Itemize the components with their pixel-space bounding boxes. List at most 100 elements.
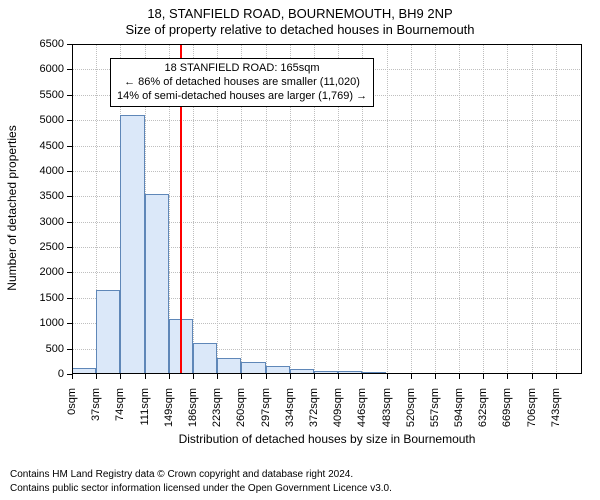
y-tick-label: 4500 [24, 140, 64, 152]
gridline-v [411, 44, 412, 374]
x-tick-label: 372sqm [308, 388, 320, 438]
histogram-bar [120, 115, 144, 374]
y-tick-mark [67, 196, 72, 197]
x-tick-label: 446sqm [356, 388, 368, 438]
histogram-bar [266, 366, 290, 374]
gridline-h [72, 146, 582, 147]
histogram-bar [338, 371, 362, 374]
x-tick-mark [556, 374, 557, 379]
y-tick-mark [67, 272, 72, 273]
x-tick-label: 223sqm [211, 388, 223, 438]
x-tick-label: 334sqm [284, 388, 296, 438]
chart-title-main: 18, STANFIELD ROAD, BOURNEMOUTH, BH9 2NP [0, 6, 600, 21]
y-axis-label: Number of detached properties [5, 108, 19, 308]
histogram-bar [193, 343, 217, 374]
y-tick-label: 2500 [24, 241, 64, 253]
info-box-line3: 14% of semi-detached houses are larger (… [117, 90, 367, 104]
gridline-h [72, 120, 582, 121]
x-tick-label: 557sqm [429, 388, 441, 438]
y-tick-label: 5000 [24, 114, 64, 126]
y-tick-mark [67, 349, 72, 350]
x-tick-label: 594sqm [453, 388, 465, 438]
x-tick-mark [290, 374, 291, 379]
y-tick-label: 0 [24, 368, 64, 380]
x-tick-mark [362, 374, 363, 379]
x-tick-label: 706sqm [526, 388, 538, 438]
x-tick-label: 111sqm [139, 388, 151, 438]
x-tick-label: 520sqm [405, 388, 417, 438]
y-tick-label: 1000 [24, 317, 64, 329]
histogram-bar [72, 368, 96, 374]
x-tick-label: 186sqm [187, 388, 199, 438]
histogram-bar [145, 194, 169, 374]
x-tick-mark [169, 374, 170, 379]
x-tick-mark [411, 374, 412, 379]
y-tick-label: 4000 [24, 165, 64, 177]
info-box-line1: 18 STANFIELD ROAD: 165sqm [117, 62, 367, 76]
y-tick-label: 6000 [24, 63, 64, 75]
y-tick-mark [67, 120, 72, 121]
y-tick-mark [67, 146, 72, 147]
gridline-v [459, 44, 460, 374]
x-tick-mark [241, 374, 242, 379]
x-tick-mark [459, 374, 460, 379]
x-tick-label: 74sqm [114, 388, 126, 438]
y-tick-label: 2000 [24, 266, 64, 278]
y-tick-label: 5500 [24, 89, 64, 101]
x-tick-label: 0sqm [66, 388, 78, 438]
x-tick-mark [72, 374, 73, 379]
x-tick-mark [532, 374, 533, 379]
y-tick-mark [67, 95, 72, 96]
gridline-h [72, 171, 582, 172]
gridline-v [507, 44, 508, 374]
gridline-v [556, 44, 557, 374]
chart-container: { "title_main": "18, STANFIELD ROAD, BOU… [0, 0, 600, 500]
y-tick-label: 3500 [24, 190, 64, 202]
histogram-bar [314, 371, 338, 374]
x-tick-mark [193, 374, 194, 379]
histogram-bar [362, 372, 386, 374]
chart-title-sub: Size of property relative to detached ho… [0, 22, 600, 37]
x-tick-mark [145, 374, 146, 379]
x-tick-label: 669sqm [501, 388, 513, 438]
histogram-bar [241, 362, 265, 374]
y-tick-mark [67, 222, 72, 223]
x-tick-label: 483sqm [381, 388, 393, 438]
x-tick-mark [507, 374, 508, 379]
gridline-v [435, 44, 436, 374]
y-tick-label: 3000 [24, 216, 64, 228]
x-tick-mark [217, 374, 218, 379]
y-tick-mark [67, 69, 72, 70]
x-tick-mark [338, 374, 339, 379]
x-tick-label: 409sqm [332, 388, 344, 438]
x-tick-mark [266, 374, 267, 379]
y-tick-label: 6500 [24, 38, 64, 50]
x-tick-label: 149sqm [163, 388, 175, 438]
x-tick-mark [314, 374, 315, 379]
histogram-bar [96, 290, 120, 374]
y-tick-label: 500 [24, 343, 64, 355]
y-tick-mark [67, 323, 72, 324]
y-tick-label: 1500 [24, 292, 64, 304]
y-tick-mark [67, 247, 72, 248]
x-tick-mark [120, 374, 121, 379]
x-tick-label: 37sqm [90, 388, 102, 438]
x-tick-label: 297sqm [260, 388, 272, 438]
x-tick-mark [96, 374, 97, 379]
info-box-line2: ← 86% of detached houses are smaller (11… [117, 76, 367, 90]
gridline-v [532, 44, 533, 374]
info-box: 18 STANFIELD ROAD: 165sqm ← 86% of detac… [110, 58, 374, 107]
y-tick-mark [67, 44, 72, 45]
x-tick-mark [483, 374, 484, 379]
gridline-v [387, 44, 388, 374]
x-tick-label: 743sqm [550, 388, 562, 438]
x-tick-label: 632sqm [477, 388, 489, 438]
histogram-bar [290, 369, 314, 374]
footer-line-1: Contains HM Land Registry data © Crown c… [0, 469, 600, 480]
histogram-bar [217, 358, 241, 374]
gridline-v [483, 44, 484, 374]
footer-line-2: Contains public sector information licen… [0, 483, 600, 494]
y-tick-mark [67, 298, 72, 299]
x-tick-mark [435, 374, 436, 379]
x-tick-label: 260sqm [235, 388, 247, 438]
